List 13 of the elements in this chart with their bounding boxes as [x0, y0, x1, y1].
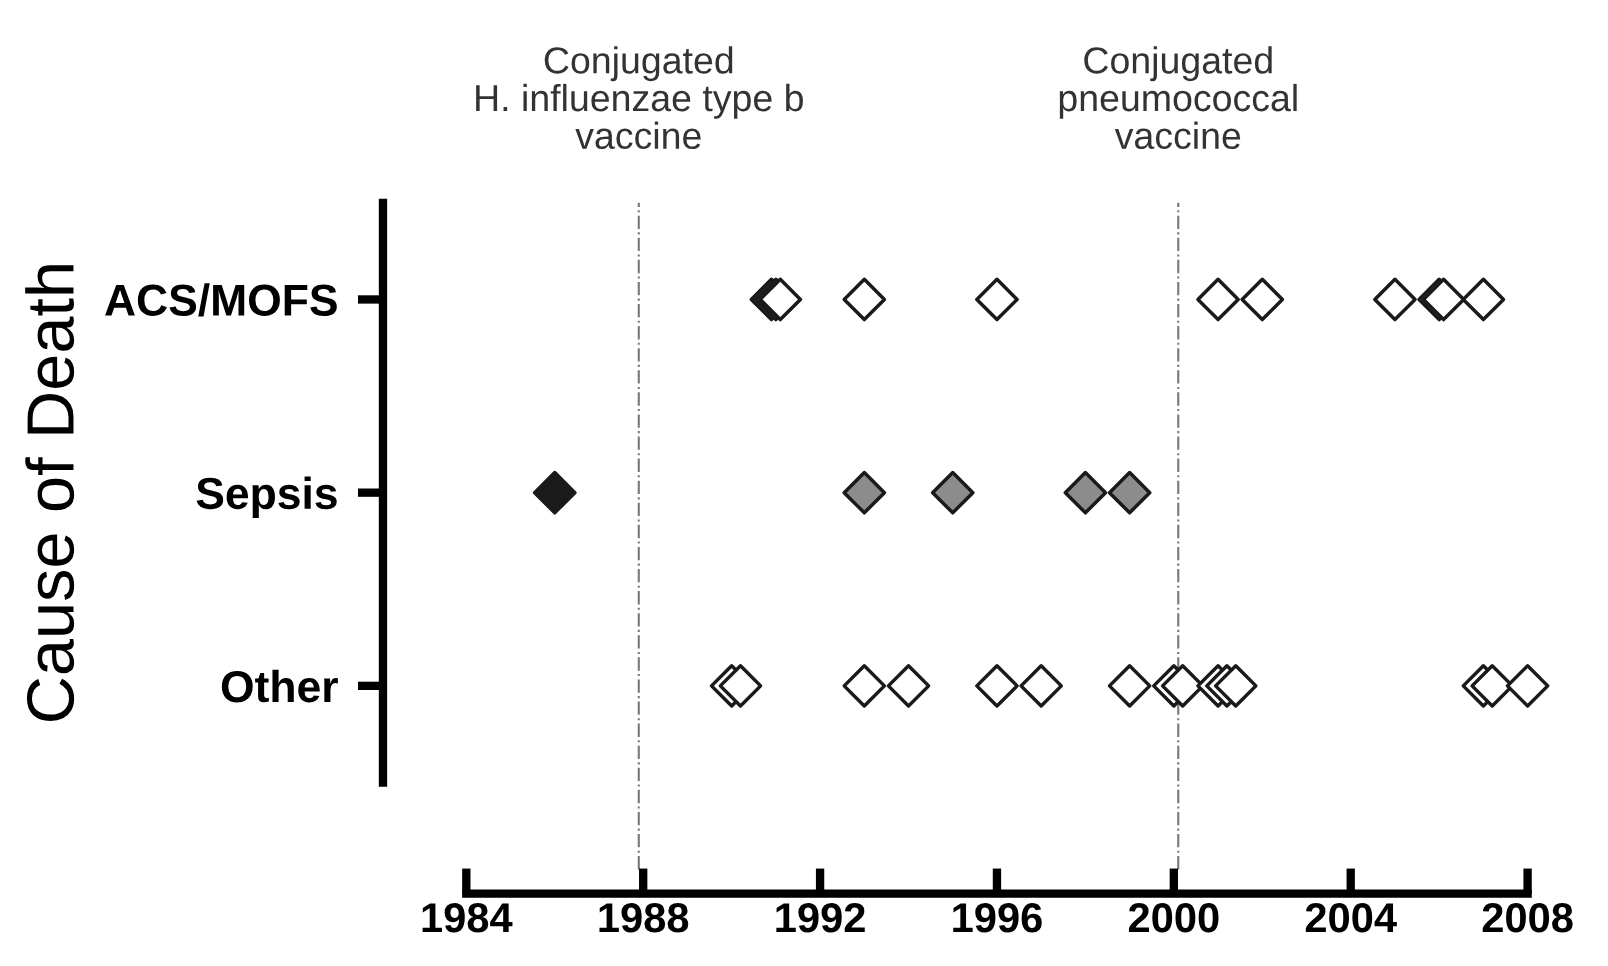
- x-tick-label: 2004: [1305, 903, 1397, 933]
- y-axis-title: Cause of Death: [25, 265, 75, 721]
- ref-line-label: Conjugated pneumococcal vaccine: [1059, 46, 1297, 150]
- x-tick-label: 1996: [953, 903, 1042, 933]
- x-tick-label: 1992: [776, 903, 865, 933]
- x-tick-label: 2000: [1128, 903, 1219, 933]
- y-tick-label: Other: [221, 669, 338, 703]
- ref-line-label: Conjugated H. influenzae type b vaccine: [476, 46, 803, 150]
- x-tick-label: 1984: [422, 903, 513, 933]
- x-tick-label: 1988: [599, 903, 689, 933]
- x-tick-label: 2008: [1482, 903, 1573, 933]
- y-tick-label: Sepsis: [196, 476, 337, 518]
- y-tick-label: ACS/MOFS: [105, 283, 337, 317]
